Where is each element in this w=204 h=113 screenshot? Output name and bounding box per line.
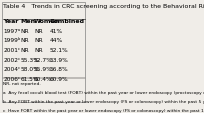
Text: 2004ᶜ: 2004ᶜ xyxy=(3,67,20,72)
Text: c  Have FOBT within the past year or lower endoscopy (FS or colonoscopy) within : c Have FOBT within the past year or lowe… xyxy=(3,108,204,112)
Text: 2002ᶜ: 2002ᶜ xyxy=(3,57,20,62)
Text: 2001ᶜ: 2001ᶜ xyxy=(3,48,20,53)
Text: Combined: Combined xyxy=(49,19,84,24)
Text: 60.9%: 60.9% xyxy=(49,77,68,81)
Text: 44%: 44% xyxy=(49,38,63,43)
Text: NR: NR xyxy=(34,48,42,53)
Text: 1997ᵃ: 1997ᵃ xyxy=(3,28,20,33)
Text: NR: NR xyxy=(20,28,29,33)
Text: 55.3%: 55.3% xyxy=(20,57,39,62)
Text: a  Any fecal occult blood test (FOBT) within the past year or lower endoscopy (p: a Any fecal occult blood test (FOBT) wit… xyxy=(3,90,204,94)
Text: NR, not reported.: NR, not reported. xyxy=(3,81,41,85)
Text: Men: Men xyxy=(20,19,35,24)
Text: Year: Year xyxy=(3,19,19,24)
Text: 58.0%: 58.0% xyxy=(20,67,39,72)
Text: Table 4   Trends in CRC screening according to the Behavioral Risk Factor Survei: Table 4 Trends in CRC screening accordin… xyxy=(3,4,204,9)
Text: NR: NR xyxy=(34,38,42,43)
Text: 55.9%: 55.9% xyxy=(34,67,53,72)
Text: 41%: 41% xyxy=(49,28,62,33)
Text: 52.7%: 52.7% xyxy=(34,57,53,62)
Text: 61.5%: 61.5% xyxy=(20,77,39,81)
Text: NR: NR xyxy=(34,28,42,33)
Text: 53.9%: 53.9% xyxy=(49,57,68,62)
Text: NR: NR xyxy=(20,38,29,43)
Text: NR: NR xyxy=(20,48,29,53)
Text: 52.1%: 52.1% xyxy=(49,48,68,53)
Text: b  Any FOBT within the past year or lower endoscopy (FS or colonoscopy) within t: b Any FOBT within the past year or lower… xyxy=(3,99,204,103)
Text: 2006ᶜ: 2006ᶜ xyxy=(3,77,20,81)
Text: 60.4%: 60.4% xyxy=(34,77,53,81)
Text: 56.8%: 56.8% xyxy=(49,67,68,72)
Text: 1999ᵇ: 1999ᵇ xyxy=(3,38,20,43)
Text: Women: Women xyxy=(34,19,60,24)
